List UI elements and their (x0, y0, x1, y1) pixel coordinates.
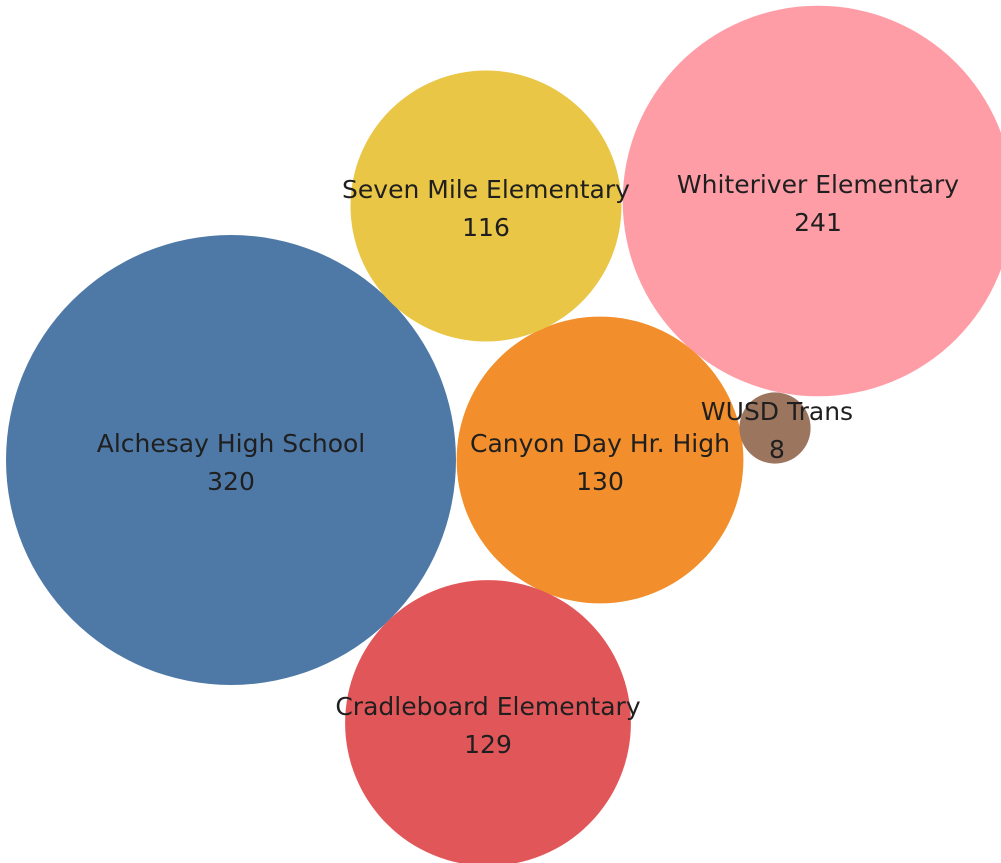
bubble-label-canyon-day-hr-high: Canyon Day Hr. High (470, 429, 730, 458)
bubble-label-whiteriver-elementary: Whiteriver Elementary (677, 170, 959, 199)
bubble-whiteriver-elementary[interactable] (622, 5, 1001, 397)
bubble-seven-mile-elementary[interactable] (350, 70, 622, 342)
bubbles-layer (6, 5, 1001, 863)
bubble-label-seven-mile-elementary: Seven Mile Elementary (342, 175, 630, 204)
bubble-value-cradleboard-elementary: 129 (464, 730, 512, 759)
bubble-alchesay-high-school[interactable] (6, 235, 456, 685)
bubble-label-cradleboard-elementary: Cradleboard Elementary (335, 692, 640, 721)
bubble-value-whiteriver-elementary: 241 (794, 208, 842, 237)
bubble-cradleboard-elementary[interactable] (345, 580, 631, 863)
bubble-label-wusd-trans: WUSD Trans (701, 397, 853, 426)
bubble-value-canyon-day-hr-high: 130 (576, 467, 624, 496)
bubble-value-wusd-trans: 8 (769, 435, 785, 464)
labels-layer: Alchesay High School 320 Whiteriver Elemen… (97, 170, 960, 759)
bubble-value-seven-mile-elementary: 116 (462, 213, 510, 242)
bubble-canyon-day-hr-high[interactable] (456, 316, 744, 604)
bubble-value-alchesay-high-school: 320 (207, 467, 255, 496)
bubble-wusd-trans[interactable] (739, 392, 811, 464)
bubble-label-alchesay-high-school: Alchesay High School (97, 429, 366, 458)
